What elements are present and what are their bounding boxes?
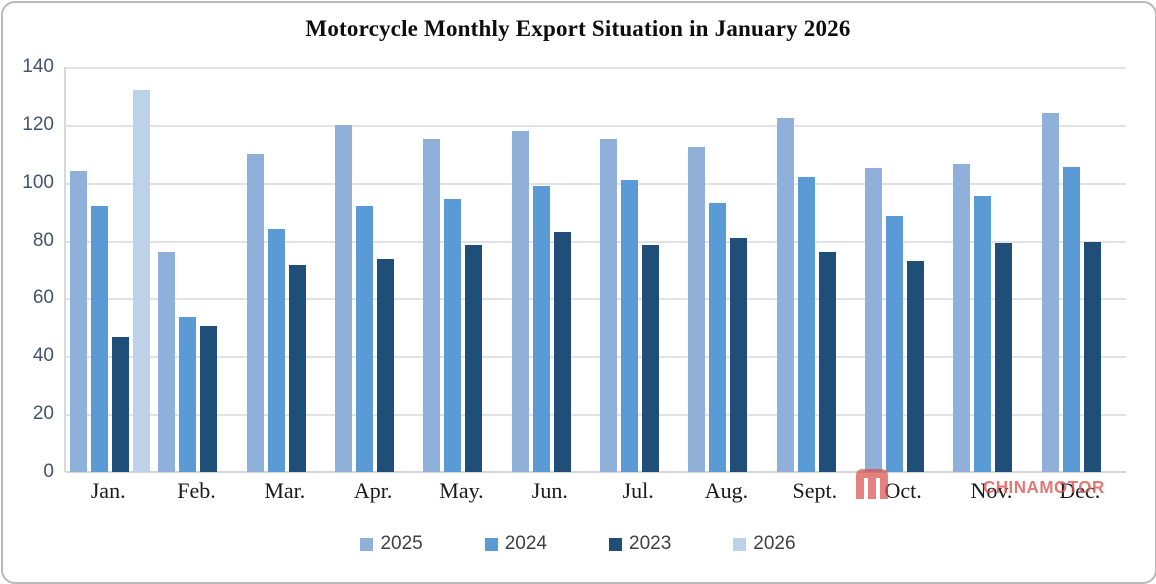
- x-tick-label-sept: Sept.: [792, 478, 838, 503]
- bar-2025-may: [423, 139, 441, 472]
- bar-group-jul: [596, 67, 684, 472]
- bar-2025-sept: [776, 117, 794, 472]
- bar-group-apr: [331, 67, 419, 472]
- bar-2024-dec: [1062, 166, 1080, 472]
- x-tick-label-oct: Oct.: [884, 478, 922, 503]
- bar-group-jun: [508, 67, 596, 472]
- x-tick-label-mar: Mar.: [264, 478, 306, 503]
- bar-2023-aug: [730, 237, 748, 472]
- bar-group-dec: [1038, 67, 1126, 472]
- bar-2024-mar: [267, 229, 285, 472]
- bar-2023-may: [465, 244, 483, 472]
- bar-2024-jul: [621, 179, 639, 472]
- y-tick-label: 140: [22, 56, 54, 77]
- y-tick-label: 80: [32, 229, 54, 251]
- bar-2023-feb: [200, 325, 218, 472]
- bar-2023-jul: [642, 244, 660, 472]
- y-tick-label: 60: [32, 287, 54, 309]
- gridline: [66, 182, 1126, 185]
- x-tick-label-feb: Feb.: [177, 478, 216, 503]
- legend-item-2025: 2025: [360, 533, 423, 555]
- gridline: [66, 356, 1126, 359]
- legend-item-2023: 2023: [609, 533, 671, 555]
- bar-2025-apr: [335, 124, 353, 472]
- x-tick-label-jan: Jan.: [90, 478, 126, 503]
- bar-2025-feb: [158, 252, 176, 472]
- bar-groups: [66, 67, 1126, 472]
- bar-group-jan: [66, 67, 154, 472]
- bar-group-aug: [684, 67, 772, 472]
- bar-group-mar: [243, 67, 331, 472]
- bar-2025-nov: [953, 163, 971, 472]
- bar-2025-oct: [865, 168, 883, 472]
- bar-2025-dec: [1041, 113, 1059, 472]
- y-tick-label: 40: [32, 345, 54, 367]
- bar-group-sept: [773, 67, 861, 472]
- y-tick-label: 120: [22, 113, 54, 135]
- bar-2024-aug: [709, 202, 727, 472]
- watermark-text: CHINAMOTOR: [983, 477, 1105, 498]
- x-tick-label-jun: Jun.: [531, 478, 568, 503]
- legend-label-2026: 2026: [753, 533, 796, 554]
- bar-2023-nov: [995, 243, 1013, 472]
- bar-group-may: [419, 67, 507, 472]
- gridline: [66, 414, 1126, 417]
- bar-2024-nov: [974, 195, 992, 472]
- legend-label-2023: 2023: [629, 533, 672, 554]
- bar-2024-feb: [179, 317, 197, 472]
- bar-2025-mar: [246, 153, 264, 472]
- bar-2024-sept: [797, 176, 815, 472]
- bar-2023-jun: [553, 231, 571, 472]
- bar-2024-apr: [356, 205, 374, 472]
- bar-group-oct: [861, 67, 949, 472]
- x-axis-tick-labels: Jan. Feb. Mar. Apr. May. Jun. Jul. Aug. Sept. Oct…: [64, 478, 1124, 504]
- bar-2023-sept: [818, 252, 836, 472]
- legend: 2025 2024 2023 2026: [0, 533, 1156, 555]
- x-tick-label-nov: Nov.: [970, 478, 1013, 503]
- bar-2026-jan: [133, 90, 151, 472]
- bar-2023-apr: [377, 259, 395, 472]
- bar-2025-aug: [688, 146, 706, 472]
- bar-2023-jan: [112, 337, 130, 472]
- bar-2024-jun: [532, 185, 550, 472]
- plot-area: [64, 67, 1126, 473]
- legend-item-2026: 2026: [733, 533, 796, 555]
- x-tick-label-jul: Jul.: [622, 478, 654, 503]
- bar-2023-dec: [1083, 242, 1101, 472]
- y-tick-label: 0: [43, 461, 54, 482]
- x-tick-label-may: May.: [439, 478, 484, 503]
- bar-2025-jan: [70, 171, 88, 472]
- legend-item-2024: 2024: [484, 533, 547, 555]
- legend-label-2024: 2024: [504, 533, 547, 554]
- bar-2024-oct: [886, 215, 904, 472]
- legend-swatch-2023: [609, 537, 622, 551]
- gridline: [66, 67, 1126, 69]
- bar-group-feb: [154, 67, 242, 472]
- gridline: [66, 124, 1126, 127]
- bar-2024-may: [444, 198, 462, 472]
- bar-2023-mar: [288, 265, 306, 472]
- legend-swatch-2024: [484, 537, 498, 551]
- legend-label-2025: 2025: [380, 533, 423, 554]
- y-tick-label: 20: [32, 403, 54, 425]
- bar-2025-jun: [511, 130, 529, 472]
- x-tick-label-dec: Dec.: [1059, 478, 1101, 503]
- y-tick-label: 100: [22, 171, 54, 193]
- gridline: [66, 298, 1126, 301]
- bar-group-nov: [949, 67, 1037, 472]
- chart-title: Motorcycle Monthly Export Situation in J…: [305, 16, 851, 41]
- x-axis-line: [66, 471, 1126, 473]
- legend-swatch-2025: [360, 537, 374, 551]
- x-tick-label-aug: Aug.: [704, 478, 749, 503]
- bar-2025-jul: [600, 139, 618, 472]
- bar-2023-oct: [907, 260, 925, 472]
- x-tick-label-apr: Apr.: [353, 478, 393, 503]
- bar-2024-jan: [91, 205, 109, 472]
- legend-swatch-2026: [733, 537, 747, 551]
- gridline: [66, 240, 1126, 243]
- watermark-chinamotor-logo-icon: [856, 469, 888, 504]
